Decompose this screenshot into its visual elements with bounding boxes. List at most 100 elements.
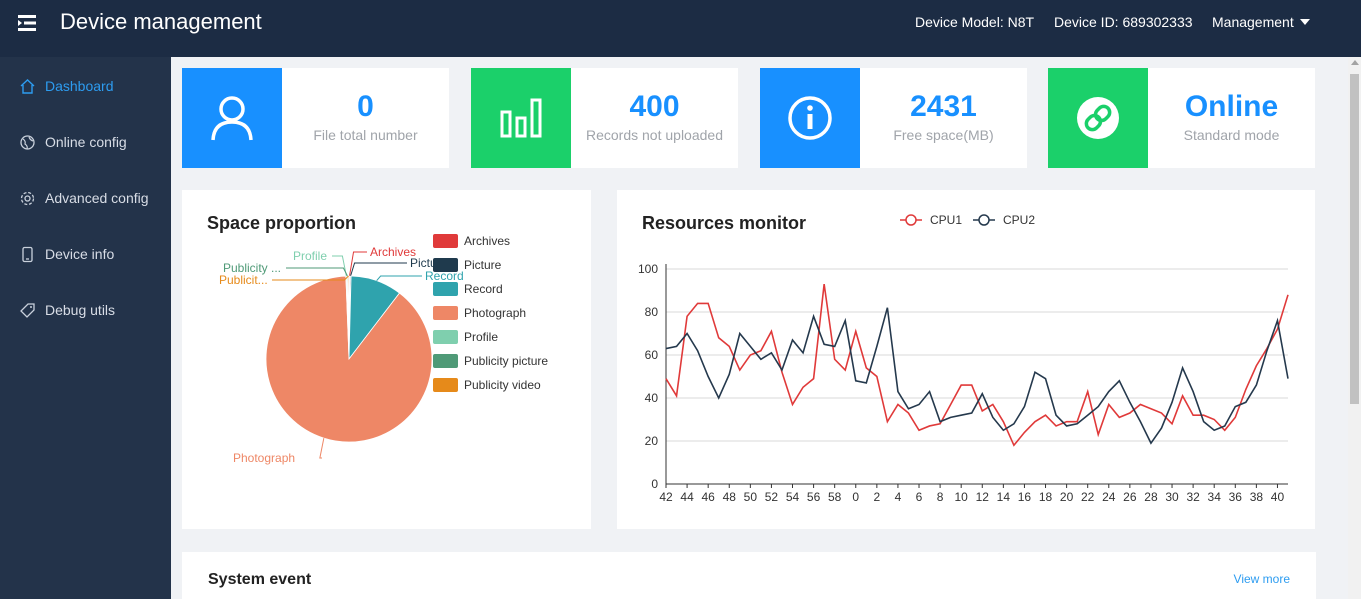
stat-value: 400 xyxy=(629,90,680,123)
x-tick-label: 6 xyxy=(916,490,923,504)
sidebar-item-dashboard[interactable]: Dashboard xyxy=(0,66,171,106)
pie-slice-label: Publicity ... xyxy=(223,261,281,275)
bar-chart-icon xyxy=(500,98,542,138)
x-tick-label: 40 xyxy=(1271,490,1285,504)
legend-label: Publicity picture xyxy=(464,354,549,368)
x-tick-label: 14 xyxy=(997,490,1011,504)
series-line-cpu2[interactable] xyxy=(665,307,1289,445)
view-more-link[interactable]: View more xyxy=(1233,572,1290,586)
pie-slice-label: Profile xyxy=(293,249,327,263)
legend-marker[interactable] xyxy=(905,214,917,226)
x-tick-label: 4 xyxy=(895,490,902,504)
menu-toggle-icon[interactable] xyxy=(16,12,38,34)
series-line-cpu1[interactable] xyxy=(665,283,1289,447)
resources-monitor-panel: Resources monitor 0 20 40 60 80 100 42 44 46 48 50… xyxy=(617,190,1315,529)
legend-label: Archives xyxy=(464,234,511,248)
x-tick-label: 54 xyxy=(786,490,800,504)
stat-card-file-total: 0 File total number xyxy=(182,68,449,168)
sidebar-item-label: Advanced config xyxy=(45,190,149,206)
sidebar-item-label: Dashboard xyxy=(45,78,114,94)
y-tick-label: 100 xyxy=(638,262,658,276)
x-tick-label: 36 xyxy=(1229,490,1243,504)
legend-swatch xyxy=(433,378,458,392)
scroll-up-arrow-icon[interactable] xyxy=(1351,60,1359,65)
sidebar-item-advanced-config[interactable]: Advanced config xyxy=(0,178,171,218)
legend-swatch xyxy=(433,354,458,368)
stat-label: Free space(MB) xyxy=(893,127,994,143)
scrollbar-thumb[interactable] xyxy=(1350,74,1359,404)
sidebar: Dashboard Online config Advanced config … xyxy=(0,57,171,599)
x-tick-label: 12 xyxy=(976,490,990,504)
space-proportion-panel: Space proportion Archives Pictu Record Phot… xyxy=(182,190,591,529)
legend-swatch xyxy=(433,330,458,344)
x-tick-label: 34 xyxy=(1208,490,1222,504)
stat-value: Online xyxy=(1184,90,1279,123)
x-tick-label: 32 xyxy=(1186,490,1200,504)
management-label: Management xyxy=(1212,14,1294,30)
legend-label: Profile xyxy=(464,330,499,344)
y-tick-label: 60 xyxy=(645,348,659,362)
x-tick-label: 28 xyxy=(1144,490,1158,504)
stat-value: 2431 xyxy=(910,90,977,123)
stat-card-icon-box xyxy=(1048,68,1148,168)
x-tick-label: 10 xyxy=(955,490,969,504)
pie-slice-label: Photograph xyxy=(233,451,295,465)
sidebar-item-online-config[interactable]: Online config xyxy=(0,122,171,162)
legend-label: Record xyxy=(464,282,503,296)
legend-label: Publicity video xyxy=(464,378,541,392)
pie-label-line xyxy=(332,255,347,277)
y-tick-label: 40 xyxy=(645,391,659,405)
stat-card-free-space: 2431 Free space(MB) xyxy=(760,68,1027,168)
resources-monitor-title: Resources monitor xyxy=(642,213,807,233)
y-tick-label: 0 xyxy=(651,477,658,491)
pie-slice-label: Pictu xyxy=(410,256,437,270)
sidebar-item-label: Device info xyxy=(45,246,115,262)
stat-value: 0 xyxy=(357,90,374,123)
home-icon xyxy=(20,79,35,94)
legend-marker[interactable] xyxy=(978,214,990,226)
x-tick-label: 42 xyxy=(659,490,673,504)
sidebar-item-device-info[interactable]: Device info xyxy=(0,234,171,274)
pie-label-line xyxy=(349,251,367,277)
x-tick-label: 30 xyxy=(1165,490,1179,504)
x-tick-label: 46 xyxy=(701,490,715,504)
pie-slice-label: Archives xyxy=(370,245,416,259)
gear-icon xyxy=(20,191,35,206)
x-tick-label: 16 xyxy=(1018,490,1032,504)
pie-label-line xyxy=(350,262,407,277)
space-proportion-title: Space proportion xyxy=(207,213,357,233)
device-model: Device Model: N8T xyxy=(915,14,1035,30)
x-tick-label: 50 xyxy=(744,490,758,504)
legend-label: Photograph xyxy=(464,306,527,320)
x-tick-label: 0 xyxy=(852,490,859,504)
x-tick-label: 44 xyxy=(680,490,694,504)
x-tick-label: 56 xyxy=(807,490,821,504)
x-tick-label: 38 xyxy=(1250,490,1264,504)
system-event-panel: System event View more xyxy=(182,552,1316,599)
stat-card-icon-box xyxy=(182,68,282,168)
pie-label-line xyxy=(376,275,422,282)
pie-label-line xyxy=(272,275,349,281)
legend-swatch xyxy=(433,282,458,296)
x-tick-label: 52 xyxy=(765,490,779,504)
sidebar-item-label: Online config xyxy=(45,134,127,150)
system-event-title: System event xyxy=(208,571,312,588)
legend-swatch xyxy=(433,306,458,320)
stat-label: File total number xyxy=(313,127,418,143)
stat-label: Standard mode xyxy=(1183,127,1280,143)
management-dropdown[interactable]: Management xyxy=(1212,14,1310,30)
app-title: Device management xyxy=(60,9,262,34)
user-icon xyxy=(211,96,253,141)
top-bar: Device management Device Model: N8T Devi… xyxy=(0,0,1361,57)
x-tick-label: 2 xyxy=(874,490,881,504)
stat-card-icon-box xyxy=(760,68,860,168)
link-icon xyxy=(1077,97,1119,139)
pie-slice-label: Publicit... xyxy=(219,273,268,287)
pie-label-line xyxy=(286,267,348,277)
tag-icon xyxy=(20,303,35,318)
sidebar-item-debug-utils[interactable]: Debug utils xyxy=(0,290,171,330)
x-tick-label: 22 xyxy=(1081,490,1095,504)
x-tick-label: 8 xyxy=(937,490,944,504)
